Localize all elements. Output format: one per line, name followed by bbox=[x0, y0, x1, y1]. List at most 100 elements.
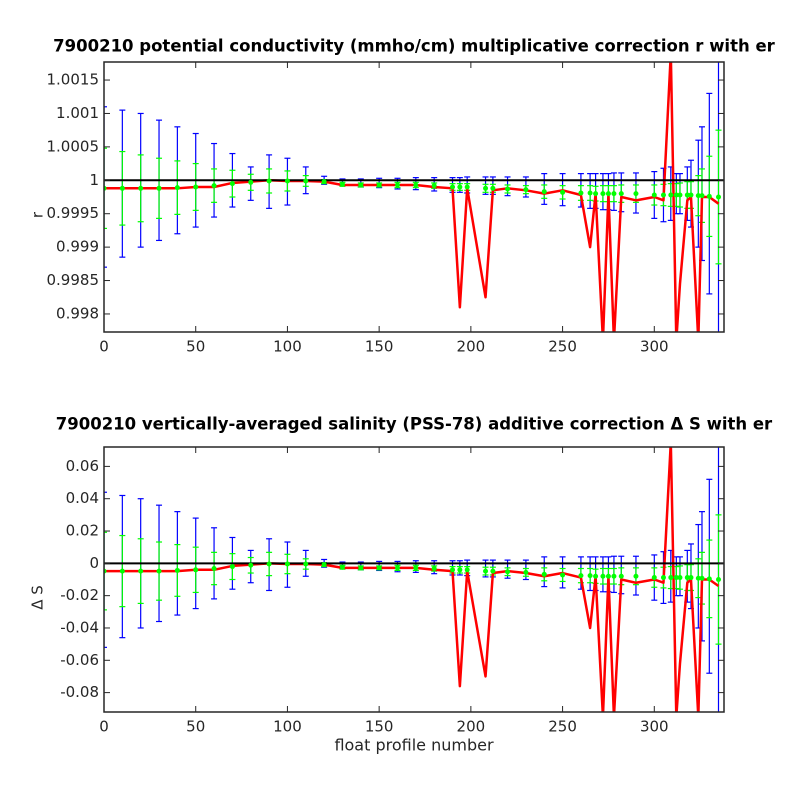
x-tick-label: 200 bbox=[457, 718, 486, 736]
marker bbox=[321, 562, 327, 568]
marker bbox=[483, 185, 489, 191]
chart-title: 7900210 potential conductivity (mmho/cm)… bbox=[53, 37, 775, 56]
y-tick-label: -0.04 bbox=[60, 618, 99, 636]
x-tick-label: 100 bbox=[273, 718, 302, 736]
y-tick-label: 1.001 bbox=[56, 104, 99, 122]
marker bbox=[303, 178, 309, 184]
marker bbox=[193, 184, 199, 190]
marker bbox=[413, 182, 419, 188]
marker bbox=[523, 187, 529, 193]
marker bbox=[339, 564, 345, 570]
marker bbox=[138, 185, 144, 191]
marker bbox=[211, 183, 217, 189]
marker bbox=[706, 193, 712, 199]
marker bbox=[505, 569, 511, 575]
x-tick-label: 50 bbox=[186, 718, 205, 736]
axes-box bbox=[103, 61, 725, 333]
y-tick-label: 0.06 bbox=[66, 457, 99, 475]
x-tick-label: 250 bbox=[548, 718, 577, 736]
marker bbox=[560, 189, 566, 195]
marker bbox=[684, 192, 690, 198]
marker bbox=[605, 191, 611, 197]
marker bbox=[284, 178, 290, 184]
marker bbox=[138, 568, 144, 574]
marker bbox=[156, 185, 162, 191]
marker bbox=[677, 575, 683, 581]
x-tick-label: 0 bbox=[99, 338, 109, 356]
marker bbox=[593, 573, 599, 579]
marker bbox=[193, 567, 199, 573]
x-tick-label: 150 bbox=[365, 338, 394, 356]
marker bbox=[673, 192, 679, 198]
chart-title: 7900210 vertically-averaged salinity (PS… bbox=[56, 415, 773, 434]
marker bbox=[119, 568, 125, 574]
y-tick-label: -0.08 bbox=[60, 683, 99, 701]
marker bbox=[699, 193, 705, 199]
marker bbox=[715, 194, 721, 200]
marker bbox=[560, 572, 566, 578]
marker bbox=[605, 573, 611, 579]
y-axis-label: Δ S bbox=[29, 585, 47, 610]
marker bbox=[358, 565, 364, 571]
y-tick-label: 0.9995 bbox=[47, 204, 100, 222]
marker bbox=[677, 192, 683, 198]
marker bbox=[248, 562, 254, 568]
x-tick-label: 250 bbox=[548, 338, 577, 356]
marker bbox=[600, 191, 606, 197]
marker bbox=[413, 565, 419, 571]
marker bbox=[695, 575, 701, 581]
plot-area bbox=[104, 447, 724, 712]
marker bbox=[611, 191, 617, 197]
x-tick-label: 300 bbox=[640, 718, 669, 736]
axes-box bbox=[103, 446, 725, 713]
marker bbox=[266, 178, 272, 184]
marker bbox=[505, 186, 511, 192]
x-tick-label: 300 bbox=[640, 338, 669, 356]
marker bbox=[284, 561, 290, 567]
y-axis-label: r bbox=[29, 211, 47, 218]
y-tick-label: -0.02 bbox=[60, 586, 99, 604]
y-tick-label: 0.04 bbox=[66, 489, 99, 507]
marker bbox=[490, 568, 496, 574]
marker bbox=[394, 182, 400, 188]
marker bbox=[660, 575, 666, 581]
marker bbox=[668, 575, 674, 581]
marker bbox=[174, 185, 180, 191]
marker bbox=[651, 575, 657, 581]
marker bbox=[673, 575, 679, 581]
marker bbox=[660, 192, 666, 198]
marker bbox=[699, 575, 705, 581]
marker bbox=[593, 191, 599, 197]
x-tick-label: 100 bbox=[273, 338, 302, 356]
marker bbox=[688, 192, 694, 198]
x-tick-label: 0 bbox=[99, 718, 109, 736]
plot-area bbox=[104, 62, 724, 332]
marker bbox=[321, 179, 327, 185]
marker bbox=[394, 565, 400, 571]
marker bbox=[119, 185, 125, 191]
marker bbox=[464, 184, 470, 190]
marker bbox=[358, 182, 364, 188]
x-axis-label: float profile number bbox=[334, 736, 494, 755]
marker bbox=[229, 181, 235, 187]
marker bbox=[541, 189, 547, 195]
marker bbox=[688, 575, 694, 581]
marker bbox=[618, 191, 624, 197]
marker bbox=[457, 184, 463, 190]
marker bbox=[464, 567, 470, 573]
marker bbox=[174, 567, 180, 573]
marker bbox=[633, 191, 639, 197]
y-tick-label: 0.999 bbox=[56, 238, 99, 256]
x-tick-label: 50 bbox=[186, 338, 205, 356]
y-tick-label: -0.06 bbox=[60, 651, 99, 669]
marker bbox=[339, 181, 345, 187]
marker bbox=[668, 192, 674, 198]
marker bbox=[303, 561, 309, 567]
marker bbox=[376, 565, 382, 571]
marker bbox=[587, 573, 593, 579]
y-tick-label: 1.0005 bbox=[47, 137, 100, 155]
marker bbox=[376, 182, 382, 188]
y-tick-label: 0 bbox=[89, 554, 99, 572]
